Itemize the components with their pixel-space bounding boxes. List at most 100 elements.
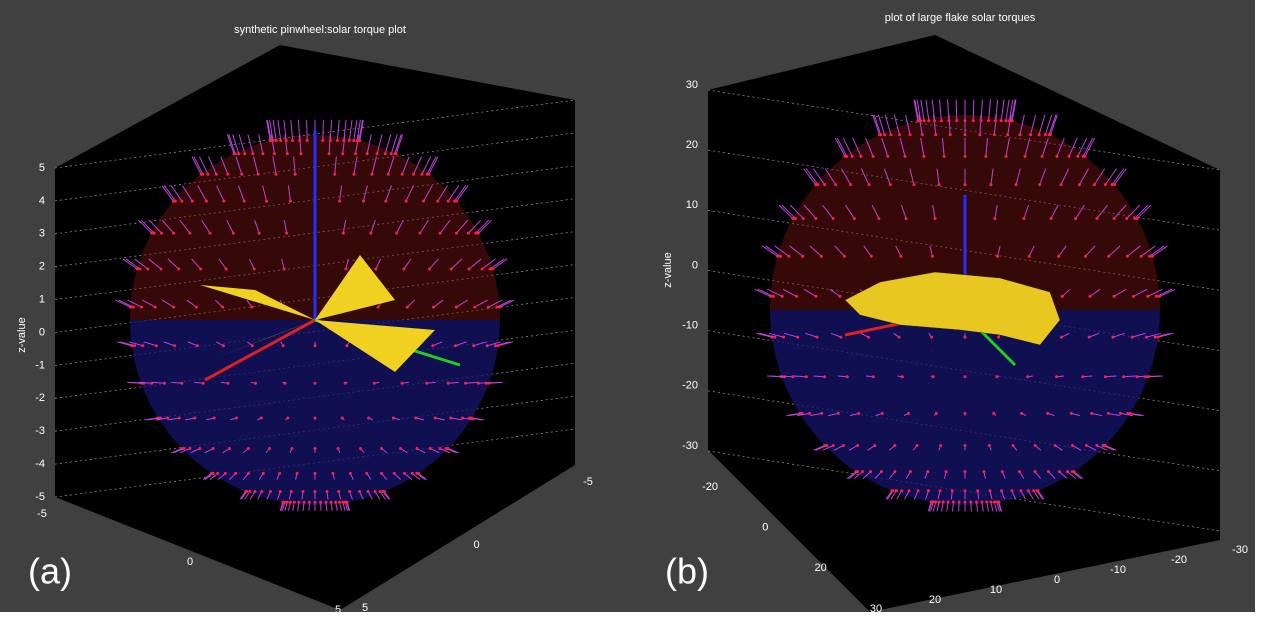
vector-tip <box>794 217 797 220</box>
vector-tip <box>275 139 278 142</box>
vector-tip <box>387 173 390 176</box>
vector-tip <box>195 306 198 309</box>
vector-tip <box>842 444 845 447</box>
vector-tip <box>964 444 967 447</box>
vector-tip <box>289 200 292 203</box>
vector-tip <box>314 382 317 385</box>
vector-tip <box>1071 444 1074 447</box>
vector-tip <box>344 382 347 385</box>
vector-tip <box>279 139 282 142</box>
vector <box>323 120 324 140</box>
vector-tip <box>1104 444 1107 447</box>
vector-tip <box>816 183 819 186</box>
vector-tip <box>1020 412 1023 415</box>
z-axis-label: z-value <box>16 317 28 352</box>
vector-tip <box>1093 183 1096 186</box>
vector-tip <box>1088 336 1091 339</box>
vector-tip <box>1129 412 1132 415</box>
vector-tip <box>154 306 157 309</box>
vector-tip <box>1050 217 1053 220</box>
y-tick-label: 20 <box>929 594 941 606</box>
vector-tip <box>366 152 369 155</box>
vector-tip <box>1085 444 1088 447</box>
vector-tip <box>159 268 162 271</box>
vector-tip <box>997 336 1000 339</box>
vector-tip <box>1078 183 1081 186</box>
vector-tip <box>403 472 406 475</box>
vector-tip <box>141 344 144 347</box>
vector-tip <box>243 200 246 203</box>
vector-tip <box>278 472 281 475</box>
vector-tip <box>951 489 954 492</box>
vector-tip <box>369 232 372 235</box>
vector-tip <box>969 501 972 504</box>
vector-tip <box>934 133 937 136</box>
vector-tip <box>1122 375 1125 378</box>
vector-tip <box>392 417 395 420</box>
vector-tip <box>301 490 304 493</box>
vector-tip <box>352 173 355 176</box>
vector-tip <box>260 417 263 420</box>
vector-tip <box>1136 217 1139 220</box>
vector-tip <box>174 200 177 203</box>
vector-tip <box>485 382 488 385</box>
vector-tip <box>975 501 978 504</box>
vector-tip <box>293 501 296 504</box>
vector-tip <box>395 232 398 235</box>
vector-tip <box>849 183 852 186</box>
vector-tip <box>964 336 967 339</box>
vector-tip <box>900 489 903 492</box>
vector-tip <box>314 490 317 493</box>
vector-tip <box>224 472 227 475</box>
vector-tip <box>930 336 933 339</box>
vector-tip <box>1032 489 1035 492</box>
vector-tip <box>1151 255 1154 258</box>
vector-tip <box>468 268 471 271</box>
vector-tip <box>869 470 872 473</box>
vector-tip <box>344 268 347 271</box>
vector-tip <box>370 173 373 176</box>
vector-tip <box>873 444 876 447</box>
x-tick-label: 5 <box>335 604 341 616</box>
vector-tip <box>908 489 911 492</box>
vector-tip <box>358 490 361 493</box>
z-tick-label: 5 <box>39 162 45 174</box>
vector-tip <box>943 155 946 158</box>
vector <box>973 100 974 121</box>
vector-tip <box>379 490 382 493</box>
vector-tip <box>265 200 268 203</box>
vector-tip <box>133 344 136 347</box>
vector-tip <box>933 119 936 122</box>
vector-tip <box>250 306 253 309</box>
vector <box>1124 376 1137 377</box>
vector-tip <box>1018 133 1021 136</box>
vector-tip <box>964 412 967 415</box>
vector-tip <box>1131 336 1134 339</box>
vector-tip <box>138 268 141 271</box>
vector-tip <box>352 139 355 142</box>
vector-tip <box>262 472 265 475</box>
z-tick-label: -5 <box>35 491 45 503</box>
vector-tip <box>820 255 823 258</box>
vector-tip <box>834 183 837 186</box>
vector-tip <box>879 133 882 136</box>
vector-tip <box>377 306 380 309</box>
vector-tip <box>193 417 196 420</box>
vector-tip <box>1044 133 1047 136</box>
vector-tip <box>1144 375 1147 378</box>
vector-tip <box>362 200 365 203</box>
vector-tip <box>439 232 442 235</box>
z-tick-label: -4 <box>35 458 45 470</box>
vector-tip <box>225 268 228 271</box>
vector-tip <box>253 268 256 271</box>
vector-tip <box>993 217 996 220</box>
vector-tip <box>987 119 990 122</box>
vector-tip <box>338 501 341 504</box>
vector-tip <box>298 139 301 142</box>
vector-tip <box>254 382 257 385</box>
y-tick-label: 5 <box>362 602 368 614</box>
vector-tip <box>909 470 912 473</box>
vector-tip <box>839 336 842 339</box>
vector-tip <box>927 489 930 492</box>
